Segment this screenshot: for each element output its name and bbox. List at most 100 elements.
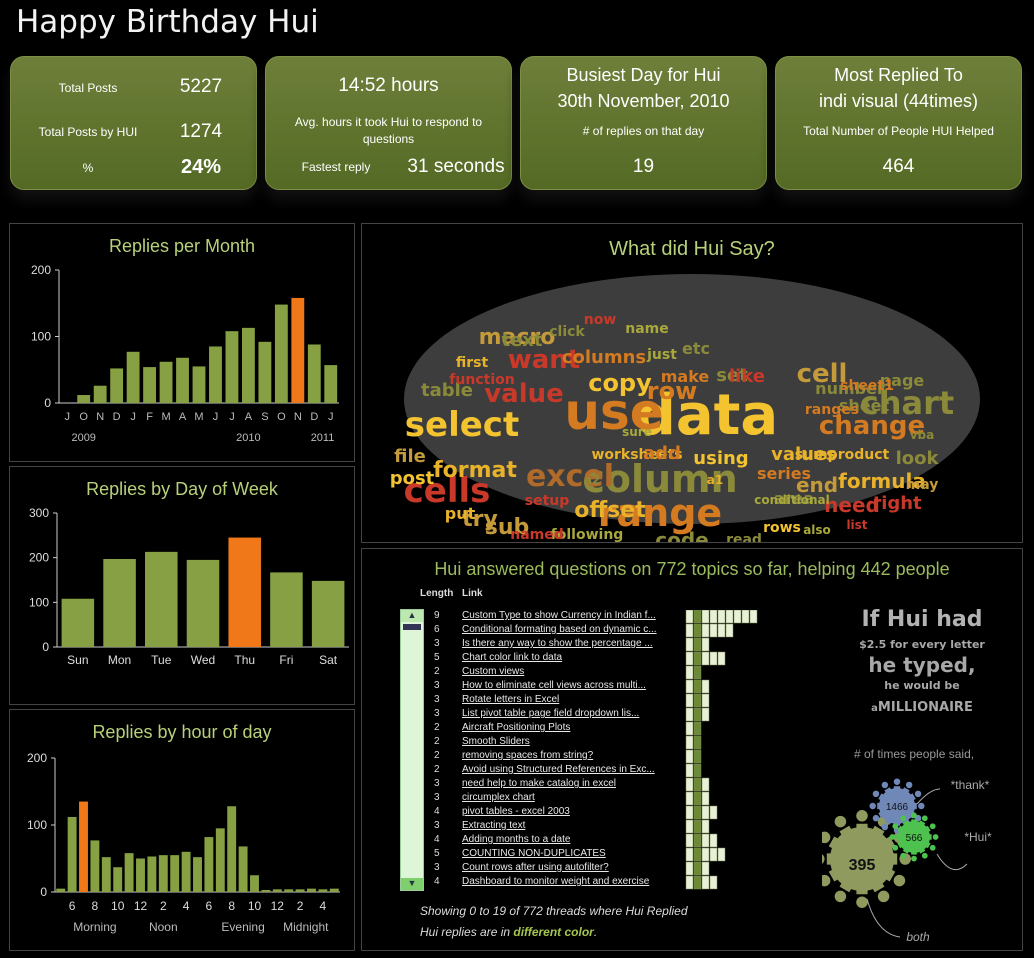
total-posts-label: Total Posts [58, 81, 118, 95]
length-cell [685, 610, 694, 624]
x-tick-label: Sun [67, 653, 88, 667]
bar-7 [176, 357, 189, 403]
topic-link[interactable]: Aircraft Positioning Plots [462, 722, 571, 733]
length-cell [701, 819, 710, 834]
most-replied-name: indi visual (44times) [818, 91, 979, 111]
x-tick-label: J [328, 411, 334, 423]
word-list: list [846, 518, 867, 532]
word-vba: vba [910, 428, 935, 442]
bar-11 [241, 327, 255, 403]
bar-15 [307, 344, 321, 403]
topic-link[interactable]: Count rows after using autofilter? [462, 862, 609, 873]
x-tick-label: J [229, 411, 235, 423]
bar-23 [318, 889, 328, 892]
topic-link[interactable]: COUNTING NON-DUPLICATES [462, 848, 606, 859]
word-row: row [647, 377, 698, 405]
word-read: read [726, 532, 762, 542]
length-cell [685, 763, 694, 778]
word-data: data [636, 383, 778, 448]
scroll-up-icon[interactable]: ▲ [401, 610, 423, 622]
wordcloud-background [404, 274, 980, 524]
topics-scrollbar[interactable]: ▲ ▼ [400, 609, 424, 891]
x-tick-label: 2 [297, 899, 304, 913]
bar-9 [209, 346, 222, 403]
word-copy: copy [588, 369, 652, 397]
word-try: try [462, 507, 498, 532]
topic-length: 3 [434, 708, 440, 719]
bar-3 [186, 559, 220, 647]
bar-16 [238, 846, 248, 892]
bar-12 [258, 341, 272, 403]
word-range: range [598, 491, 722, 535]
x-tick-label: N [294, 411, 302, 423]
word-columns: columns [562, 347, 646, 368]
length-cell [701, 833, 710, 848]
length-cell [693, 833, 702, 848]
length-cell [693, 777, 702, 792]
bar-3 [90, 840, 100, 892]
topic-link[interactable]: pivot tables - excel 2003 [462, 806, 570, 817]
length-cell [693, 763, 702, 778]
word-excel: excel [526, 459, 614, 494]
word-following: following [551, 527, 624, 542]
topic-length: 9 [434, 610, 440, 621]
bar-12 [193, 857, 202, 892]
y-tick-label: 100 [29, 595, 49, 609]
page-title: Happy Birthday Hui [16, 4, 319, 40]
topic-link[interactable]: Extracting text [462, 820, 526, 831]
y-tick-label: 100 [31, 330, 51, 344]
length-cell [685, 637, 694, 652]
x-tick-label: J [213, 411, 219, 423]
x-tick-label: Wed [191, 653, 215, 667]
scroll-down-icon[interactable]: ▼ [401, 878, 423, 890]
length-cell [693, 679, 702, 694]
topic-link[interactable]: need help to make catalog in excel [462, 778, 616, 789]
bar-14 [215, 828, 225, 892]
year-label: 2010 [236, 432, 260, 444]
x-tick-label: J [64, 411, 70, 423]
word-series: series [757, 464, 811, 483]
topic-link[interactable]: Dashboard to monitor weight and exercise [462, 876, 650, 887]
x-tick-label: J [130, 411, 136, 423]
topic-length: 4 [434, 834, 440, 845]
length-cell [685, 651, 694, 666]
scroll-thumb[interactable] [403, 624, 421, 630]
bar-4 [228, 537, 261, 647]
period-label: Noon [149, 920, 178, 934]
period-label: Evening [221, 920, 264, 934]
topic-link[interactable]: Chart color link to data [462, 652, 563, 663]
hui-label: *Hui* [964, 830, 992, 844]
topic-link[interactable]: How to eliminate cell views across multi… [462, 680, 646, 691]
millionaire-line-2: $2.5 for every letter [859, 638, 985, 651]
kpi-posts-card: Total Posts 5227 Total Posts by HUI 1274… [10, 56, 257, 190]
total-posts-value: 5227 [179, 76, 223, 97]
topic-link[interactable]: removing spaces from string? [462, 750, 594, 761]
length-cell [693, 651, 702, 666]
word-page: page [880, 371, 925, 390]
topic-link[interactable]: Conditional formating based on dynamic c… [462, 624, 657, 635]
word-add: add [643, 443, 681, 464]
length-cell [685, 805, 694, 820]
topic-link[interactable]: circumplex chart [462, 792, 535, 803]
x-tick-label: 2 [160, 899, 167, 913]
topic-link[interactable]: Is there any way to show the percentage … [462, 638, 653, 649]
word-using: using [693, 448, 748, 469]
bar-8 [192, 366, 206, 403]
bar-0 [56, 888, 66, 892]
topic-link[interactable]: Custom views [462, 666, 525, 677]
topic-link[interactable]: Rotate letters in Excel [462, 694, 560, 705]
word-a1: a1 [707, 473, 723, 487]
length-cell [693, 707, 702, 722]
length-cell [693, 847, 702, 862]
topic-link[interactable]: Avoid using Structured References in Exc… [462, 764, 655, 775]
topic-link[interactable]: Adding months to a date [462, 834, 571, 845]
word-sure: sure [622, 425, 652, 439]
x-tick-label: S [261, 411, 268, 423]
topic-link[interactable]: Custom Type to show Currency in Indian f… [462, 610, 656, 621]
topic-length: 5 [434, 848, 440, 859]
topic-link[interactable]: List pivot table page field dropdown lis… [462, 708, 640, 719]
word-setup: setup [525, 493, 570, 509]
topic-link[interactable]: Smooth Sliders [462, 736, 530, 747]
bar-4 [101, 857, 111, 892]
